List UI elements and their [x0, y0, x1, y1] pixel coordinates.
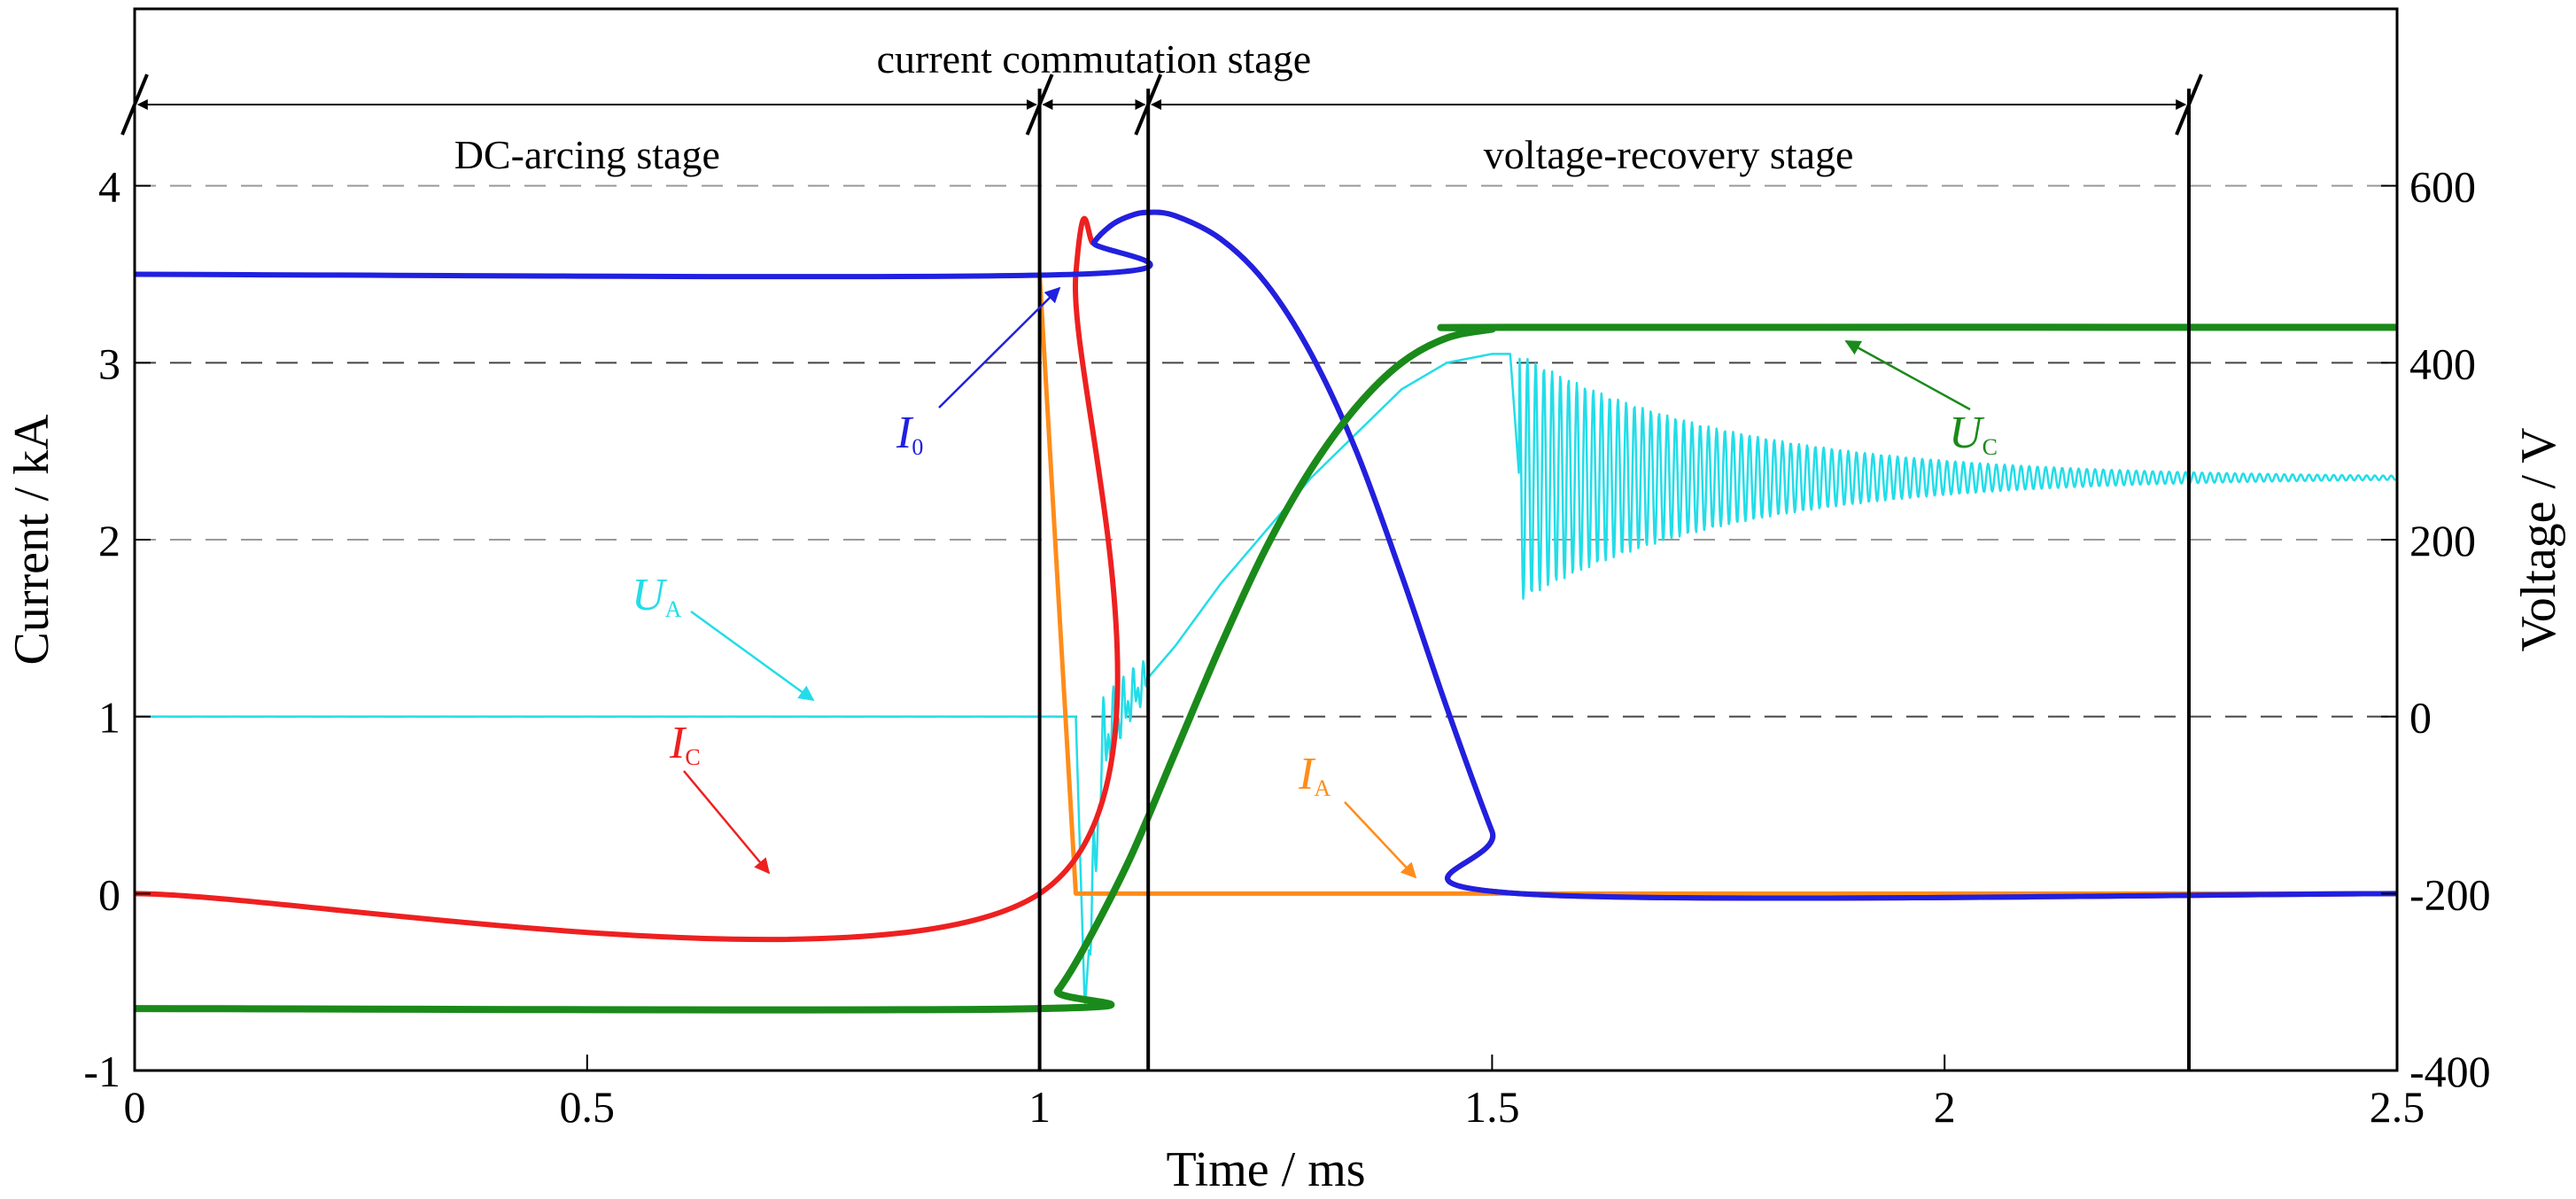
y-left-tick-label-0: -1	[83, 1047, 120, 1096]
x-tick-label-4: 2	[1934, 1082, 1956, 1132]
stage-tick-mark-2	[1134, 74, 1163, 136]
y-left-tick-label-1: 0	[98, 869, 120, 919]
ia-arrow	[1344, 801, 1417, 879]
ic-label: IC	[669, 718, 701, 770]
y-left-tick-label-5: 4	[98, 162, 120, 212]
y-left-tick-label-3: 2	[98, 516, 120, 565]
stage-label-2: voltage-recovery stage	[1484, 132, 1854, 177]
ua-label: UA	[632, 570, 682, 622]
x-tick-label-1: 0.5	[560, 1082, 616, 1132]
y-right-tick-label-5: 600	[2409, 162, 2476, 212]
stage-tick-mark-3	[2175, 74, 2203, 136]
uc-label: UC	[1949, 408, 1998, 460]
y-right-tick-label-3: 200	[2409, 516, 2476, 565]
y-axis-title-left: Current / kA	[4, 414, 59, 666]
x-tick-label-0: 0	[124, 1082, 146, 1132]
y-axis-title-right: Voltage / V	[2511, 427, 2566, 651]
series-layer	[135, 209, 2397, 1014]
annotations: I0 UA IC IA UC	[632, 286, 1998, 879]
stage-tick-mark-1	[1025, 74, 1054, 136]
y-right-tick-label-0: -400	[2409, 1047, 2491, 1096]
x-tick-label-2: 1	[1028, 1082, 1051, 1132]
series-ia	[1037, 274, 2397, 896]
x-tick-label-5: 2.5	[2370, 1082, 2425, 1132]
i0-arrow	[938, 286, 1061, 409]
y-right-tick-label-1: -200	[2409, 869, 2491, 919]
x-tick-label-3: 1.5	[1464, 1082, 1520, 1132]
ia-label: IA	[1298, 749, 1331, 801]
ua-arrow	[690, 610, 815, 702]
y-left-tick-label-2: 1	[98, 693, 120, 743]
series-uc	[135, 323, 2397, 1014]
stage-layer: DC-arcing stage current commutation stage…	[120, 36, 2203, 1071]
series-ic	[135, 209, 2397, 943]
y-right-tick-label-2: 0	[2409, 693, 2432, 743]
y-left-tick-label-4: 3	[98, 339, 120, 388]
ic-arrow	[683, 770, 771, 875]
series-ua	[135, 353, 2397, 1005]
x-axis-title: Time / ms	[1166, 1142, 1365, 1197]
uc-arrow	[1844, 339, 1971, 411]
stage-label-1: current commutation stage	[877, 36, 1312, 82]
i0-label: I0	[896, 408, 923, 460]
series-i0	[135, 209, 2397, 901]
gridlines	[135, 184, 2397, 718]
y-right-tick-label-4: 400	[2409, 339, 2476, 388]
stage-label-0: DC-arcing stage	[454, 132, 720, 177]
